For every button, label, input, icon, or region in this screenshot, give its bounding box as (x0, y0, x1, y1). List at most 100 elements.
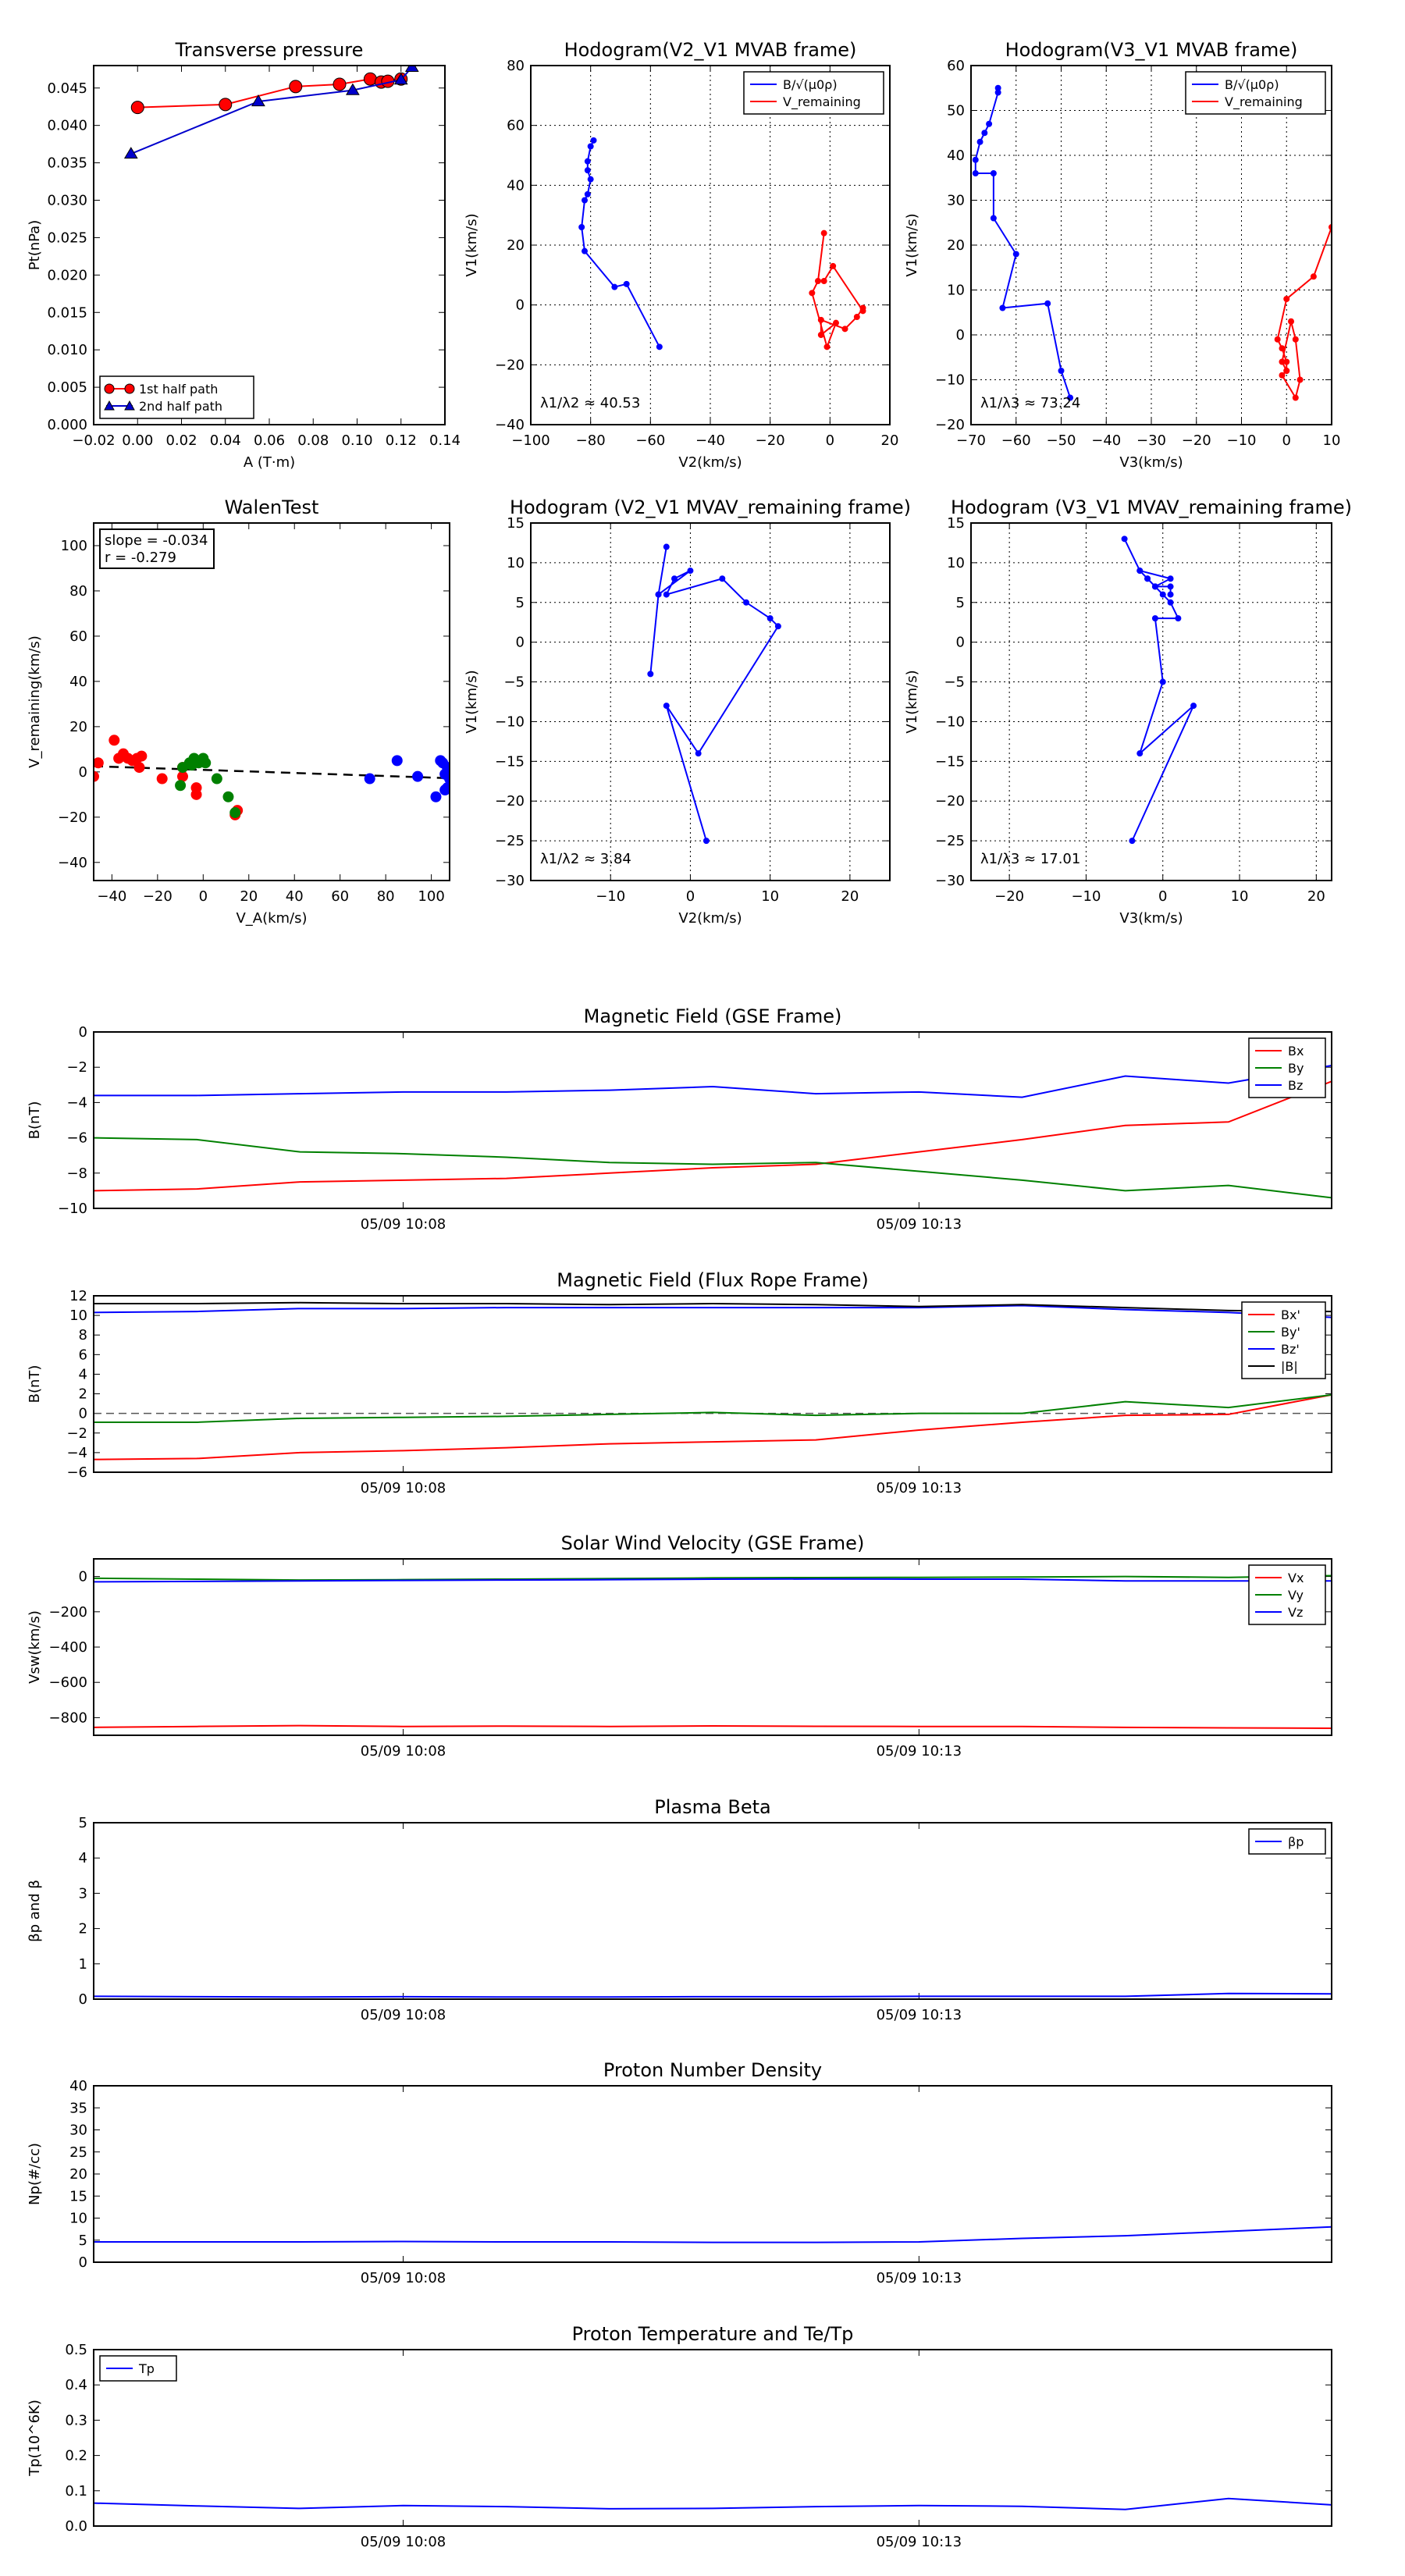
y-tick-label: 0 (79, 2254, 87, 2271)
plot-frame (93, 522, 450, 881)
chart-walen: WalenTest −40 −20 0 20 40 60 80 100 −40 −20 0 20 40 60… (27, 496, 450, 927)
y-axis-label: Np(#/cc) (27, 2143, 43, 2205)
x-axis-label: V3(km/s) (1119, 454, 1183, 471)
chart-title: Transverse pressure (175, 39, 364, 61)
y-tick-label: 0.020 (47, 267, 87, 283)
data-point (582, 247, 588, 254)
y-tick-label: 0.015 (47, 304, 87, 321)
chart-title: Solar Wind Velocity (GSE Frame) (561, 1532, 865, 1554)
plot-area (94, 1301, 1332, 1461)
y-tick-label: 80 (69, 583, 87, 600)
data-point (430, 791, 442, 802)
y-tick-label: 0 (516, 297, 525, 314)
plot-area (94, 2497, 1332, 2510)
y-tick-label: −20 (495, 793, 525, 809)
x-tick-label: 10 (1323, 432, 1341, 449)
y-tick-label: 0.5 (65, 2342, 87, 2358)
x-tick-label: −40 (695, 432, 725, 449)
y-tick-label: 0.005 (47, 379, 87, 396)
x-tick-label: −10 (1071, 888, 1101, 905)
data-point (123, 147, 138, 159)
legend-label: Vx (1288, 1571, 1304, 1585)
series-line-2 (94, 1137, 1332, 1199)
x-tick-label: 0.00 (122, 432, 153, 449)
data-point (582, 197, 588, 204)
y-tick-label: 5 (79, 1815, 87, 1831)
y-tick-label: 50 (947, 103, 965, 119)
x-tick-label: 0.14 (429, 432, 461, 449)
y-tick-label: −25 (495, 833, 525, 849)
y-tick-label: 60 (69, 628, 87, 645)
plot-frame (93, 1558, 1332, 1736)
data-point (1136, 568, 1144, 575)
data-point (671, 575, 678, 582)
x-tick-label: −30 (1136, 432, 1166, 449)
x-tick-label: −50 (1047, 432, 1076, 449)
x-tick-label: 05/09 10:08 (361, 1743, 446, 1759)
x-tick-label: −70 (956, 432, 986, 449)
y-tick-label: 10 (69, 2211, 87, 2227)
series-line-1 (94, 1724, 1332, 1729)
y-tick-label: 15 (947, 515, 965, 532)
data-point (1012, 251, 1019, 258)
stats-text: slope = -0.034 (105, 532, 208, 549)
plot-area (94, 1992, 1332, 1998)
x-tick-label: 20 (1307, 888, 1325, 905)
y-tick-label: −10 (935, 372, 965, 389)
series-line-4 (94, 1301, 1332, 1313)
legend: B/√(μ0ρ) V_remaining (1185, 71, 1326, 115)
data-point (219, 98, 233, 112)
y-tick-label: 20 (69, 2166, 87, 2183)
x-tick-label: 0.10 (341, 432, 372, 449)
legend-label: Bx (1288, 1044, 1304, 1059)
x-tick-label: 10 (761, 888, 779, 905)
series-line-1 (94, 1393, 1332, 1461)
x-tick-label: −20 (1182, 432, 1211, 449)
y-tick-label: 0.025 (47, 229, 87, 246)
series-line-1 (94, 2497, 1332, 2510)
y-tick-label: 40 (947, 148, 965, 164)
legend-label: 1st half path (139, 382, 218, 397)
data-point (1067, 394, 1074, 401)
x-tick-label: 05/09 10:13 (877, 2534, 962, 2550)
chart-tpt: Proton Temperature and Te/Tp 05/09 10:08 0… (27, 2323, 1332, 2550)
y-tick-label: 20 (69, 719, 87, 735)
chart-title: WalenTest (225, 496, 319, 518)
series-line-1 (137, 78, 401, 109)
x-tick-label: 0 (1158, 888, 1167, 905)
data-point (1167, 575, 1174, 582)
y-tick-label: 0 (79, 764, 87, 781)
data-point (972, 156, 979, 163)
x-tick-label: 0 (199, 888, 208, 905)
plot-frame (93, 1822, 1332, 2000)
data-point (687, 568, 694, 575)
data-point (663, 591, 670, 598)
y-tick-label: −2 (66, 1059, 87, 1076)
data-point (1279, 345, 1286, 352)
data-point (1136, 750, 1144, 757)
series-line-3 (94, 1578, 1332, 1583)
data-point (833, 319, 839, 326)
x-tick-label: 20 (881, 432, 899, 449)
chart-bfr: Magnetic Field (Flux Rope Frame) 05/09 10… (27, 1269, 1332, 1496)
data-point (663, 703, 670, 710)
x-tick-label: 0.04 (210, 432, 241, 449)
data-point (994, 89, 1001, 96)
plot-frame (93, 2085, 1332, 2263)
series-line-1 (974, 87, 1071, 398)
data-point (820, 229, 827, 237)
x-tick-label: −60 (635, 432, 665, 449)
legend-label: V_remaining (1225, 94, 1303, 110)
data-point (990, 215, 997, 222)
data-point (774, 623, 781, 630)
legend-label: Bx' (1281, 1308, 1300, 1322)
legend-label: Bz' (1281, 1342, 1300, 1357)
plot-frame (93, 1031, 1332, 1209)
data-point (743, 599, 749, 606)
y-tick-label: −30 (495, 873, 525, 889)
y-axis-label: V_remaining(km/s) (27, 635, 43, 768)
data-point (584, 158, 591, 165)
plot-area (94, 1574, 1332, 1729)
y-tick-label: 35 (69, 2100, 87, 2116)
